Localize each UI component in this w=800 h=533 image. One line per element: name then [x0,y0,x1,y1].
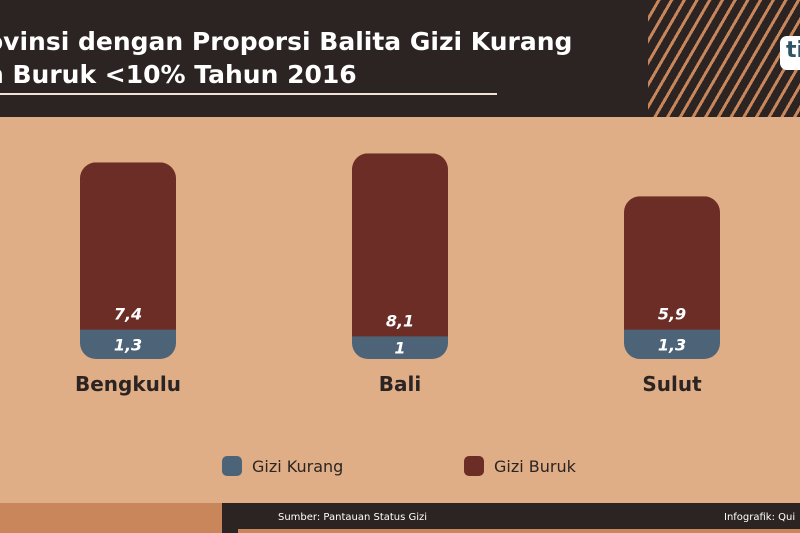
value-label-gizi-kurang-bali: 1 [394,339,405,358]
value-label-gizi-kurang-sulut: 1,3 [658,335,686,354]
brand-logo: ti [780,36,800,70]
value-label-gizi-buruk-sulut: 5,9 [658,305,686,324]
title-underline [0,93,497,95]
legend-item-gizi-kurang: Gizi Kurang [222,456,343,476]
credit-text: Infografik: Qui [724,512,796,523]
legend-swatch-gizi-kurang [222,456,242,476]
bar-segment-gizi-kurang-bengkulu [80,329,176,359]
bar-sulut: 5,9 1,3 Sulut [624,196,720,396]
bar-segment-gizi-kurang-bali [352,336,448,359]
legend-label-gizi-kurang: Gizi Kurang [252,456,344,476]
bar-segment-gizi-kurang-sulut [624,329,720,359]
footer-bottom-strip [238,529,800,533]
legend-swatch-gizi-buruk [464,456,484,476]
footer-bar [222,503,800,533]
source-text: Sumber: Pantauan Status Gizi [278,512,428,523]
brand-logo-text: ti [786,38,800,63]
footer: Sumber: Pantauan Status Gizi Infografik:… [0,503,800,533]
title-line-1: ovinsi dengan Proporsi Balita Gizi Kuran… [0,27,573,56]
bar-bengkulu: 7,4 1,3 Bengkulu [75,162,181,396]
bar-segment-gizi-buruk-bali [352,153,448,338]
legend-item-gizi-buruk: Gizi Buruk [464,456,576,476]
value-label-gizi-kurang-bengkulu: 1,3 [114,335,142,354]
category-label-bali: Bali [379,372,421,396]
bar-segment-gizi-buruk-bengkulu [80,162,176,331]
category-label-bengkulu: Bengkulu [75,372,181,396]
value-label-gizi-buruk-bali: 8,1 [386,311,414,330]
legend-label-gizi-buruk: Gizi Buruk [494,456,576,476]
bar-bali: 8,1 1 Bali [352,153,448,396]
category-label-sulut: Sulut [642,372,702,396]
stacked-bar-chart: 7,4 1,3 Bengkulu 8,1 1 Bali 5,9 1,3 Sulut [75,153,720,396]
bar-segment-gizi-buruk-sulut [624,196,720,331]
value-label-gizi-buruk-bengkulu: 7,4 [114,305,142,324]
title-line-2: n Buruk <10% Tahun 2016 [0,60,357,89]
footer-accent [0,503,222,533]
header-banner: ovinsi dengan Proporsi Balita Gizi Kuran… [0,0,800,117]
decorative-stripes [648,0,800,117]
